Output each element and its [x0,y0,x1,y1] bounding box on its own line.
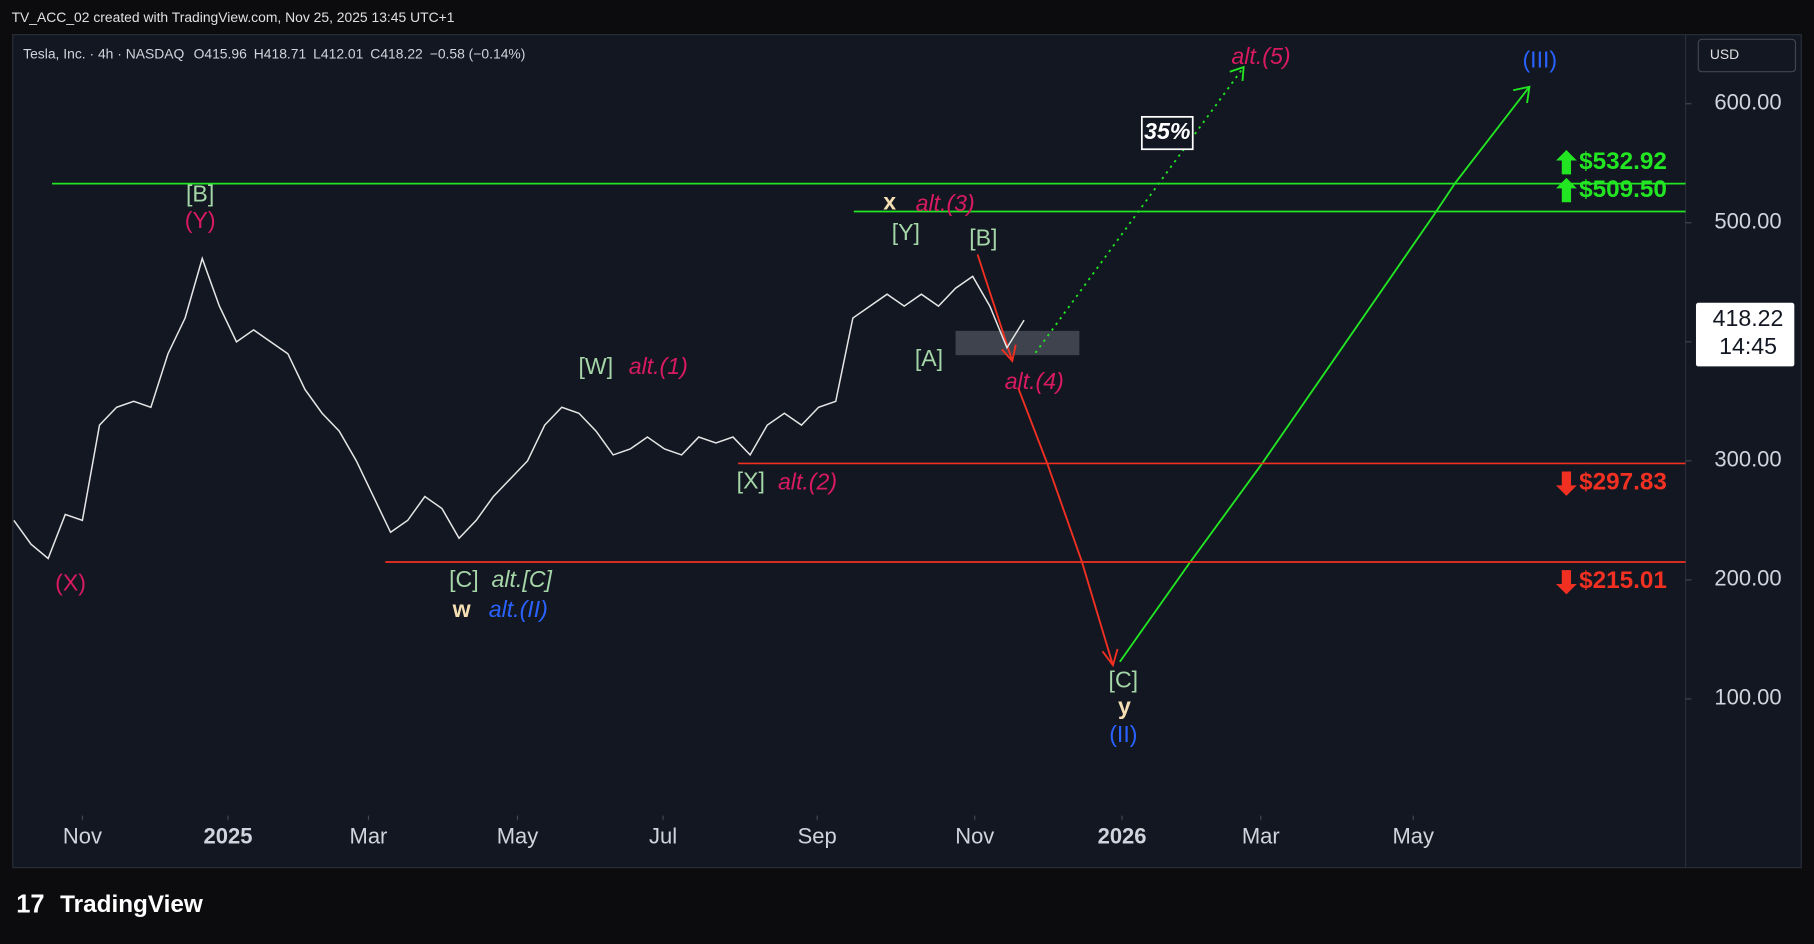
arrow-head [1229,65,1245,82]
last-time: 14:45 [1719,333,1777,359]
x-tick-label: May [497,823,539,848]
projections [976,65,1531,668]
currency-box: USD [1697,38,1797,73]
wave-label: y [1118,693,1131,719]
up-arrow [1556,150,1577,175]
wave-label: [A] [915,345,943,371]
y-tick-label: 500.00 [1714,209,1781,234]
logo-mark: 17 [16,891,44,919]
arrow-head [1513,85,1531,104]
ohlc-value: 412.01 [321,45,364,61]
wave-label: alt.[C] [492,566,553,592]
green-arrow [1119,86,1531,663]
y-tick-label: 200.00 [1714,566,1781,591]
wave-label: alt.(2) [778,469,837,495]
symbol: Tesla, Inc. · 4h · NASDAQ [23,45,184,61]
wave-label: [C] [449,566,479,592]
ohlc-label: O [194,45,205,61]
wave-label: [B] [969,225,997,251]
ohlc-value: 418.71 [264,45,307,61]
x-tick-label: Sep [798,823,837,848]
wave-label: [B] [186,181,214,207]
x-tick-label: 2026 [1098,823,1147,848]
y-tick-label: 300.00 [1714,447,1781,472]
currency-frame [1697,38,1797,73]
wave-label: alt.(II) [489,596,548,622]
x-tick-label: Nov [955,823,994,848]
wave-label: (Y) [185,207,216,233]
wave-label: (X) [55,569,86,595]
currency: USD [1710,46,1739,62]
wave-label: [X] [737,468,765,494]
x-tick-label: Jul [649,823,677,848]
last-price: 418.22 [1713,305,1784,331]
up-arrow [1556,177,1577,203]
wave-label: alt.(5) [1231,43,1290,69]
symbol-line: Tesla, Inc. · 4h · NASDAQ O415.96 H418.71 L… [23,45,525,61]
created-note: TV_ACC_02 created with TradingView.com, … [12,9,455,25]
arrow-head [1101,648,1119,668]
wave-label: [W] [578,353,613,379]
wave-label: w [452,596,472,622]
x-tick-label: Nov [63,823,102,848]
wave-label: [Y] [892,219,920,245]
x-tick-label: May [1392,823,1434,848]
level-label: $532.92 [1579,148,1667,175]
chart-panel [12,34,1802,869]
level-label: $215.01 [1579,567,1667,594]
wave-label: alt.(4) [1005,368,1064,394]
level-label: $509.50 [1579,176,1667,203]
ohlc-label: C [370,45,380,61]
ohlc-value: 415.96 [204,45,247,61]
wave-label: [C] [1109,667,1139,693]
x-tick-label: 2025 [204,823,253,848]
wave-label: alt.(3) [916,190,975,216]
red-arrow [976,254,1014,362]
y-tick-label: 100.00 [1714,685,1781,710]
y-tick-label: 600.00 [1714,90,1781,115]
wave-label: 35% [1144,118,1190,144]
wave-label: (III) [1522,46,1557,72]
logo: TradingView [60,891,203,918]
ohlc-label: L [313,45,321,61]
change: −0.58 (−0.14%) [430,45,526,61]
wave-label: (II) [1109,721,1137,747]
down-arrow [1556,471,1577,496]
level-label: $297.83 [1579,469,1667,496]
x-tick-label: Mar [350,823,388,848]
percent-box [1140,115,1194,151]
last-price-box [1695,302,1795,367]
wave-label: alt.(1) [629,353,688,379]
red-arrow [1017,387,1114,666]
down-arrow [1556,570,1577,595]
price-line [13,256,1025,560]
ohlc-label: H [254,45,264,61]
x-tick-label: Mar [1242,823,1280,848]
range-box [955,330,1080,356]
wave-label: x [883,189,896,215]
ohlc-value: 418.22 [380,45,423,61]
symbol-info: Tesla, Inc. · 4h · NASDAQ O415.96 H418.71 L… [23,45,525,61]
arrow-head [1001,344,1017,363]
